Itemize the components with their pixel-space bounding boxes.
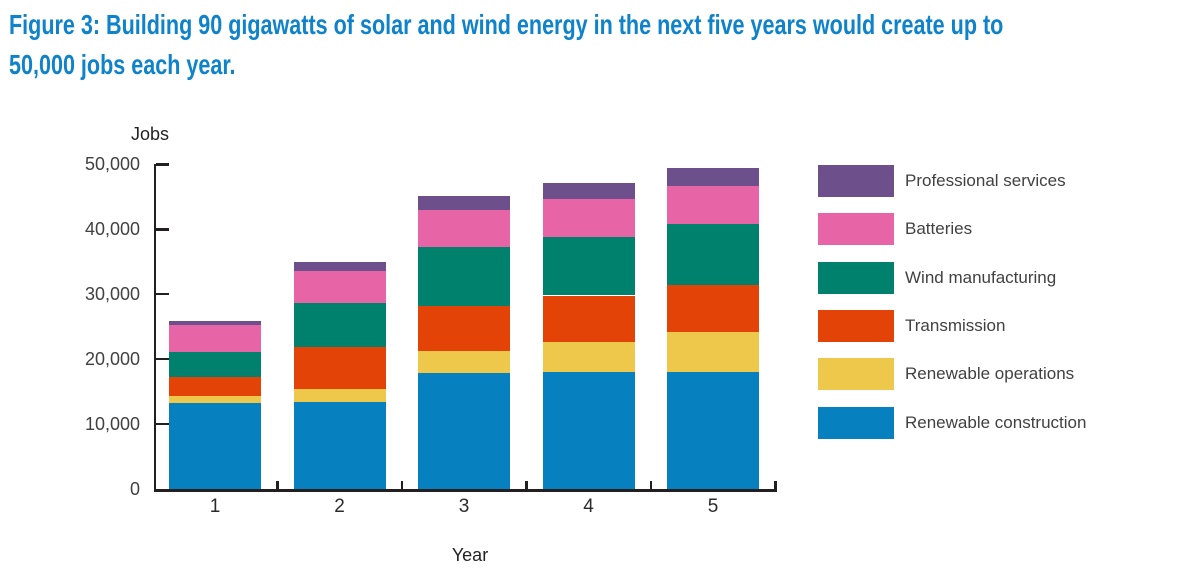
bar-segment-renewable-construction: [542, 372, 635, 489]
x-tick-label: 5: [707, 496, 719, 517]
bar-segment-professional-services: [169, 320, 261, 326]
legend-swatch-renewable-operations: [818, 358, 894, 391]
y-axis-line: [153, 163, 156, 492]
bar-segment-renewable-construction: [293, 401, 386, 489]
bar-segment-renewable-operations: [169, 396, 261, 403]
bar-segment-wind-manufacturing: [418, 247, 510, 306]
y-tick-label: 10,000: [84, 414, 140, 435]
bar-segment-wind-manufacturing: [667, 224, 759, 286]
y-tick-label: 0: [129, 479, 140, 499]
y-tick-label: 20,000: [84, 349, 140, 370]
bar-segment-transmission: [293, 347, 386, 389]
bar-segment-professional-services: [542, 182, 635, 200]
bar-segment-professional-services: [293, 261, 386, 271]
x-tick-label: 3: [458, 496, 470, 517]
legend-swatch-wind-manufacturing: [818, 261, 894, 294]
bar-segment-renewable-construction: [667, 372, 759, 489]
y-tick-label: 40,000: [84, 219, 140, 240]
legend-label: Wind manufacturing: [905, 267, 1057, 287]
x-axis-end-tick: [774, 480, 777, 489]
bar-segment-professional-services: [667, 167, 759, 187]
bar-segment-batteries: [667, 186, 759, 225]
x-tick: [649, 480, 652, 489]
y-tick: [156, 228, 169, 231]
legend-label: Transmission: [905, 315, 1006, 335]
y-tick: [156, 163, 169, 166]
legend-label: Professional services: [905, 171, 1066, 190]
bar-segment-renewable-construction: [418, 372, 510, 489]
bar-segment-batteries: [293, 270, 386, 303]
figure-title-line2: 50,000 jobs each year.: [9, 49, 236, 80]
bar-segment-transmission: [418, 305, 510, 352]
legend-label: Renewable construction: [905, 412, 1087, 432]
bar-segment-renewable-operations: [542, 342, 635, 373]
legend-swatch-renewable-construction: [818, 406, 894, 439]
legend-swatch-professional-services: [818, 165, 894, 197]
bar-segment-renewable-operations: [667, 331, 759, 373]
x-axis-line: [153, 489, 777, 492]
bar-segment-wind-manufacturing: [169, 352, 261, 377]
x-tick-label: 2: [334, 496, 345, 517]
bar-segment-batteries: [418, 209, 510, 248]
bar-segment-renewable-operations: [293, 389, 386, 402]
x-tick: [400, 480, 403, 489]
bar-segment-professional-services: [418, 195, 510, 210]
legend-swatch-transmission: [818, 309, 894, 342]
x-tick-label: 1: [209, 496, 221, 517]
legend-label: Renewable operations: [905, 364, 1075, 384]
x-axis-title: Year: [451, 545, 489, 565]
bar-segment-batteries: [169, 325, 261, 353]
bar-segment-wind-manufacturing: [542, 237, 635, 296]
legend-swatch-batteries: [818, 213, 894, 246]
figure-title-line1: Figure 3: Building 90 gigawatts of solar…: [9, 9, 1004, 40]
y-tick: [156, 422, 169, 426]
figure-title: Figure 3: Building 90 gigawatts of solar…: [9, 5, 1003, 85]
y-tick: [156, 357, 169, 361]
y-tick-label: 50,000: [84, 154, 140, 175]
bar-segment-transmission: [667, 285, 759, 332]
y-axis-title: Jobs: [131, 124, 170, 144]
legend-label: Batteries: [905, 219, 973, 239]
x-tick: [276, 480, 279, 489]
x-tick: [525, 480, 528, 489]
bar-segment-batteries: [542, 199, 635, 238]
y-tick-label: 30,000: [84, 284, 140, 305]
bar-segment-renewable-operations: [418, 351, 510, 373]
x-tick-label: 4: [583, 496, 594, 517]
bar-segment-transmission: [169, 376, 261, 397]
bar-segment-renewable-construction: [169, 402, 261, 489]
bar-segment-transmission: [542, 295, 635, 343]
bar-segment-wind-manufacturing: [293, 302, 386, 348]
y-tick: [156, 292, 169, 296]
